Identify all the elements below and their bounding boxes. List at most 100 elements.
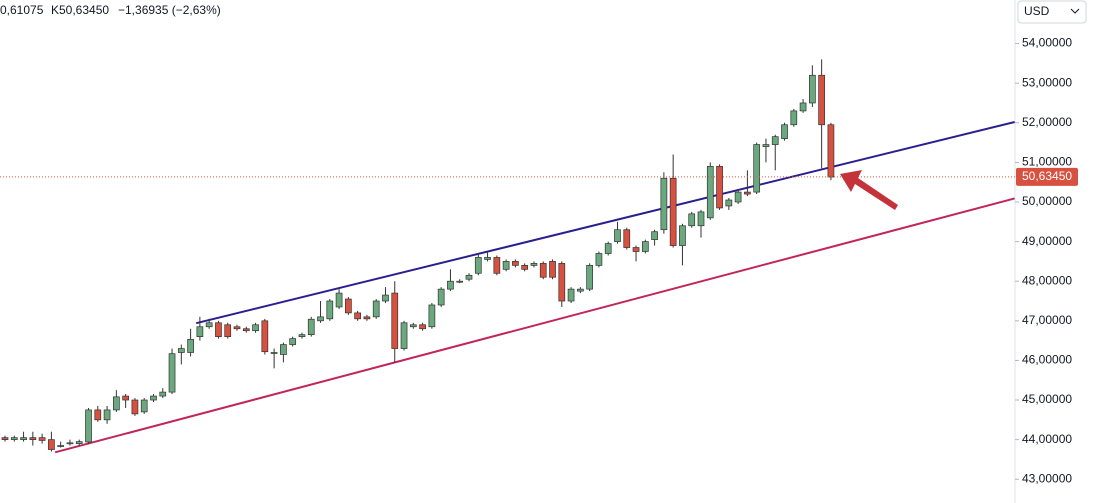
candle-body <box>465 274 473 280</box>
candle-body <box>744 191 751 195</box>
candle-body <box>660 177 668 231</box>
candle-body <box>409 324 417 328</box>
candle-body <box>762 144 770 147</box>
last-price-box <box>1016 167 1078 186</box>
candle-body <box>177 348 185 353</box>
candle-body <box>10 437 18 440</box>
candle-body <box>131 399 139 415</box>
candle-body <box>20 437 27 440</box>
candle-body <box>521 265 529 270</box>
candle-body <box>196 326 204 338</box>
candle-body <box>261 320 269 353</box>
candle-body <box>94 409 102 421</box>
candle-body <box>1 437 9 440</box>
header-value: 0,61075 <box>0 3 44 17</box>
candle-body <box>474 257 482 274</box>
candle-body <box>512 261 519 266</box>
arrow <box>840 170 898 210</box>
candle-body <box>818 74 825 126</box>
candle-body <box>781 124 788 139</box>
candle-body <box>419 324 426 330</box>
candle-body <box>697 211 705 227</box>
candle-body <box>205 322 213 328</box>
candle-body <box>623 229 631 248</box>
header-value: K50,63450 <box>51 3 109 17</box>
candle-body <box>38 437 46 441</box>
candle-body <box>372 300 380 318</box>
candle-body <box>168 353 176 393</box>
candle-body <box>298 334 306 338</box>
candle-body <box>549 261 556 278</box>
currency-box[interactable] <box>1017 0 1087 24</box>
candle-body <box>289 338 297 345</box>
trendline <box>54 197 1015 454</box>
candle-body <box>530 263 538 266</box>
candle-body <box>771 136 779 145</box>
candle-body <box>437 288 445 306</box>
y-tick-label: 44,00000 <box>1022 432 1072 446</box>
candle-body <box>790 110 798 126</box>
candle-body <box>354 312 361 320</box>
candle-body <box>140 399 148 413</box>
y-tick-label: 43,00000 <box>1022 471 1072 485</box>
candle-body <box>242 328 250 332</box>
y-tick-label: 50,00000 <box>1022 194 1072 208</box>
candle-body <box>75 441 83 444</box>
candle-body <box>809 74 816 104</box>
currency-button[interactable]: USD <box>1017 0 1087 24</box>
header: 0,61075 K50,63450 −1,36935 (−2,63%) <box>0 3 221 17</box>
candle-body <box>85 409 92 443</box>
candle-body <box>335 292 343 308</box>
candle-body <box>280 344 287 355</box>
candle-body <box>539 263 547 278</box>
candle-body <box>428 304 436 328</box>
y-tick-label: 49,00000 <box>1022 234 1072 248</box>
candle-body <box>502 261 510 270</box>
candle-body <box>391 292 399 349</box>
candle-body <box>382 294 389 302</box>
candle-body <box>456 280 464 283</box>
candle-body <box>400 322 408 349</box>
candle-body <box>706 165 714 219</box>
candle-body <box>29 437 37 440</box>
candle-body <box>270 352 278 354</box>
candle-body <box>595 253 603 266</box>
candle-body <box>484 257 491 260</box>
candle-body <box>604 243 612 254</box>
candle-body <box>577 288 584 292</box>
candle-body <box>716 165 723 209</box>
candle-body <box>233 326 241 330</box>
candle-body <box>317 316 324 322</box>
candle-body <box>651 231 658 240</box>
candle-body <box>66 442 74 445</box>
candle-body <box>641 241 649 252</box>
last-price-label: 50,63450 <box>1022 169 1072 183</box>
candle-body <box>122 395 129 401</box>
trendline <box>195 121 1015 325</box>
candle-body <box>57 445 65 447</box>
currency-label[interactable]: USD <box>1024 4 1050 18</box>
candle-body <box>252 324 259 332</box>
candle-body <box>48 439 55 450</box>
candle-body <box>187 339 194 353</box>
candle-body <box>586 265 593 290</box>
y-tick-label: 51,00000 <box>1022 155 1072 169</box>
candle-body <box>493 257 501 274</box>
candle-body <box>150 395 157 401</box>
y-tick-label: 48,00000 <box>1022 273 1072 287</box>
candle-body <box>567 288 575 302</box>
y-tick-label: 45,00000 <box>1022 392 1072 406</box>
candle-body <box>345 298 352 314</box>
candle-body <box>688 213 696 227</box>
candle-body <box>326 300 334 320</box>
y-tick-label: 52,00000 <box>1022 115 1072 129</box>
header-value: −1,36935 (−2,63%) <box>118 3 221 17</box>
candle-body <box>669 177 677 246</box>
candle-body <box>558 263 566 302</box>
y-tick-label: 46,00000 <box>1022 353 1072 367</box>
dropdown-icon <box>1070 8 1080 14</box>
y-tick-label: 47,00000 <box>1022 313 1072 327</box>
candle-body <box>447 280 454 290</box>
